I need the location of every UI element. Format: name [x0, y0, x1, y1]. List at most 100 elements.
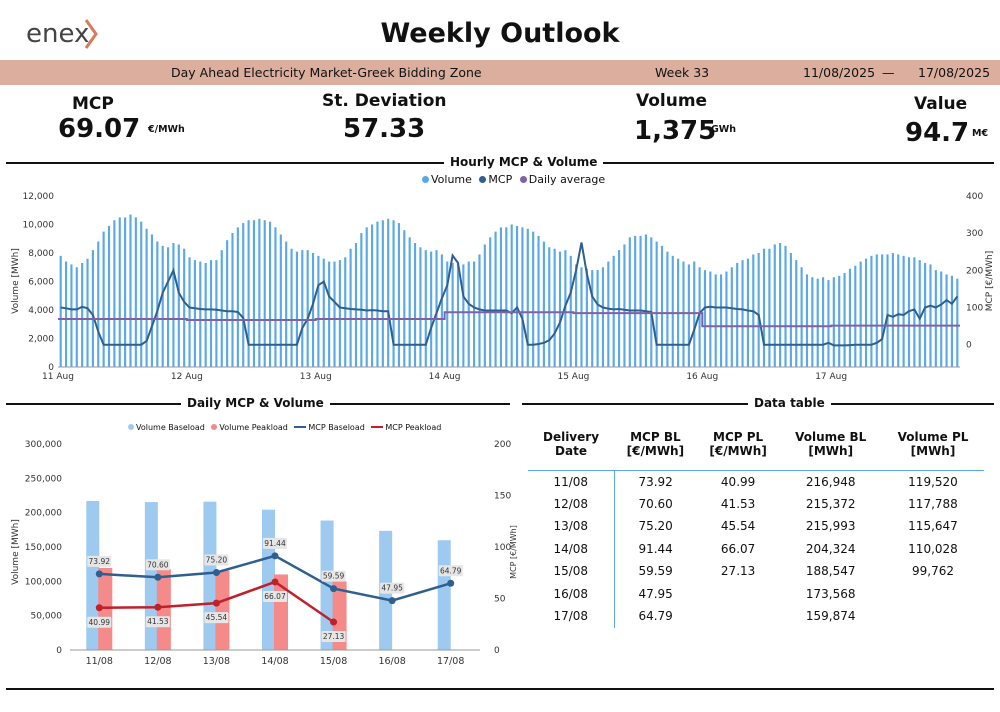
mcp-baseload-label: 47.95	[381, 584, 403, 593]
volume-bar	[897, 254, 900, 367]
volume-bar	[290, 248, 293, 367]
volume-bar	[462, 264, 465, 367]
volume-bar	[478, 254, 481, 367]
volume-bar	[548, 247, 551, 367]
footer-divider	[6, 688, 994, 690]
volume-bar	[134, 217, 137, 367]
volume-bar	[687, 264, 690, 367]
y-tick-right: 100	[966, 304, 983, 314]
volume-bar	[537, 235, 540, 367]
volume-bar	[252, 220, 256, 367]
kpi-value-value: 94.7	[905, 118, 970, 148]
table-cell: 119,520	[908, 474, 958, 489]
volume-bar	[542, 241, 545, 367]
volume-bar	[741, 260, 744, 367]
volume-bar	[720, 274, 723, 367]
table-cell	[697, 605, 780, 628]
volume-bar	[419, 247, 422, 367]
volume-bar	[650, 237, 653, 367]
volume-bar	[301, 250, 304, 367]
volume-bar	[430, 251, 433, 367]
volume-bar	[875, 254, 878, 367]
volume-bar	[140, 221, 143, 367]
mcp-baseload-label-box	[263, 537, 287, 549]
y-tick-left: 100,000	[25, 577, 62, 587]
header-band: Day Ahead Electricity Market-Greek Biddi…	[0, 60, 1000, 85]
table-cell: 47.95	[638, 586, 673, 601]
kpi-value-unit: M€	[972, 128, 989, 139]
volume-bar	[129, 214, 132, 367]
mcp-peakload-point	[95, 604, 103, 612]
volume-bar	[456, 262, 460, 367]
legend-mcp-baseload: MCP Baseload	[290, 423, 365, 432]
volume-bar	[660, 245, 664, 367]
volume-bar	[204, 262, 207, 367]
volume-bar	[473, 261, 476, 367]
kpi-value-label: Value	[914, 94, 968, 114]
volume-bar	[832, 277, 835, 367]
x-tick-label: 14/08	[261, 656, 288, 667]
volume-bar	[145, 228, 148, 367]
mcp-peakload-point	[212, 599, 220, 607]
table-header-line: Volume BL	[795, 430, 867, 444]
volume-bar	[591, 270, 594, 367]
volume-bar	[494, 231, 497, 367]
x-tick-label: 12 Aug	[171, 372, 203, 382]
mcp-peakload-label: 41.53	[147, 617, 169, 626]
table-cell: 115,647	[908, 519, 958, 534]
mcp-baseload-label: 70.60	[147, 560, 169, 569]
volume-bar	[736, 262, 739, 367]
volume-bar	[349, 248, 352, 367]
table-row: 13/08 75.20 45.54 215,993 115,647	[528, 515, 984, 538]
volume-bar	[311, 253, 315, 367]
x-tick-label: 14 Aug	[429, 372, 461, 382]
legend-daily-average: Daily average	[516, 173, 605, 186]
volume-bar	[843, 272, 846, 367]
table-section-title: Data table	[748, 396, 831, 410]
kpi-mcp-value: 69.07	[58, 114, 141, 144]
volume-bar	[585, 268, 588, 367]
volume-bar	[515, 225, 519, 367]
x-tick-label: 15/08	[320, 656, 347, 667]
hourly-legend: Volume MCP Daily average	[418, 173, 605, 186]
volume-bar	[376, 221, 379, 367]
table-cell: 59.59	[638, 564, 673, 579]
y-tick-right: 0	[494, 646, 500, 656]
volume-bar	[279, 234, 282, 367]
volume-bar	[263, 220, 266, 367]
volume-bar	[489, 237, 492, 367]
table-cell: 40.99	[720, 474, 756, 489]
mcp-baseload-label-box	[204, 554, 229, 566]
y-tick-right: 50	[494, 595, 506, 605]
volume-bar	[172, 243, 175, 367]
table-row: 15/08 59.59 27.13 188,547 99,762	[528, 560, 984, 583]
volume-bar	[258, 218, 261, 367]
volume-bar	[596, 270, 599, 367]
table-header-unit: [€/MWh]	[709, 444, 767, 458]
volume-bar	[784, 245, 787, 367]
kpi-volume-value: 1,375	[634, 116, 717, 146]
mcp-peakload-point	[154, 603, 162, 611]
table-header-line: MCP BL	[630, 430, 681, 444]
x-tick-label: 12/08	[144, 656, 171, 667]
volume-baseload-bar	[203, 501, 217, 650]
volume-bar	[183, 248, 186, 367]
volume-bar	[107, 225, 111, 367]
y-tick-left: 2,000	[28, 335, 54, 345]
volume-bar	[91, 250, 94, 367]
volume-bar	[779, 243, 782, 367]
table-cell	[882, 583, 984, 606]
volume-bar	[822, 277, 825, 367]
mcp-baseload-label-box	[321, 570, 346, 582]
volume-baseload-bar	[86, 501, 100, 650]
y-tick-left: 150,000	[25, 543, 62, 553]
kpi-mcp-unit: €/MWh	[148, 124, 185, 135]
mcp-baseload-label-box	[87, 555, 112, 567]
market-name: Day Ahead Electricity Market-Greek Biddi…	[171, 65, 482, 80]
mcp-baseload-label: 75.20	[206, 556, 228, 565]
volume-bar	[269, 221, 272, 367]
volume-bar	[274, 227, 277, 367]
y-tick-left: 8,000	[28, 249, 54, 259]
volume-bar	[612, 255, 615, 367]
volume-bar	[768, 248, 771, 367]
